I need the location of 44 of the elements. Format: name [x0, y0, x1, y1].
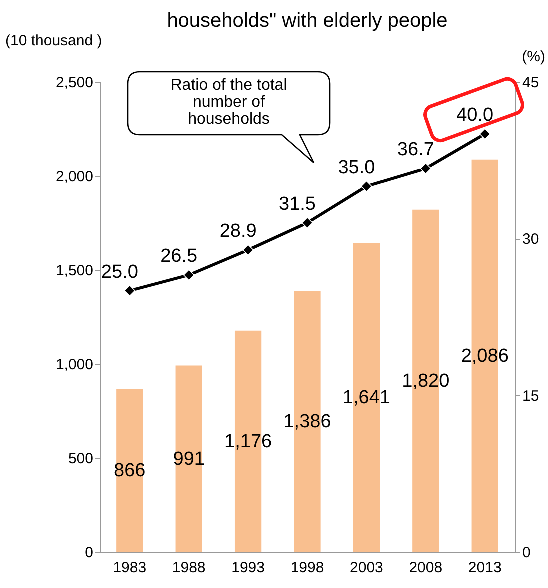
- data-label: 2,086: [461, 346, 509, 367]
- data-label: 28.9: [220, 221, 257, 242]
- point: [420, 163, 432, 174]
- point: [242, 244, 254, 256]
- data-label: 1,641: [342, 388, 390, 409]
- y-tick-label: 2,000: [56, 168, 94, 186]
- data-label: 1,386: [284, 412, 332, 433]
- point: [361, 180, 372, 192]
- y-tick-label: 500: [68, 450, 94, 468]
- bar: [116, 389, 144, 552]
- data-label: 991: [173, 448, 205, 470]
- data-label: 31.5: [279, 194, 316, 215]
- data-label: 36.7: [397, 140, 434, 161]
- y-tick-label: 2,500: [56, 74, 94, 92]
- point: [124, 285, 136, 297]
- y-tick-label: 1,000: [56, 356, 94, 374]
- x-tick-label: 2003: [350, 560, 384, 576]
- data-label: 1,820: [402, 370, 450, 392]
- x-tick-label: 1988: [172, 560, 206, 576]
- x-tick-label: 2008: [409, 560, 443, 576]
- x-tick-label: 2013: [468, 560, 502, 576]
- data-label: 26.5: [160, 246, 198, 268]
- y2-tick-label: 30: [522, 231, 540, 248]
- y2-tick-label: 0: [522, 544, 531, 562]
- point: [302, 217, 314, 229]
- y-axis-title: (10 thousand ): [6, 32, 102, 50]
- point: [479, 128, 491, 140]
- y2-tick-label: 45: [522, 74, 540, 92]
- data-label: 1,176: [224, 431, 272, 452]
- chart-title: households" with elderly people: [167, 10, 448, 32]
- annotation: Ratio of the total number of households: [170, 77, 288, 128]
- x-tick-label: 1983: [113, 560, 147, 576]
- data-label: 40.0: [456, 105, 494, 126]
- data-label: 25.0: [101, 262, 138, 283]
- point: [183, 270, 195, 281]
- y2-tick-label: 15: [522, 388, 540, 405]
- data-label: 866: [114, 460, 146, 482]
- bar: [176, 366, 202, 552]
- data-label: 35.0: [338, 157, 376, 178]
- y2-axis-title: (%): [522, 48, 546, 66]
- y-tick-label: 0: [85, 544, 94, 562]
- x-tick-label: 1998: [290, 560, 324, 576]
- y-tick-label: 1,500: [56, 262, 94, 280]
- x-tick-label: 1993: [232, 560, 265, 576]
